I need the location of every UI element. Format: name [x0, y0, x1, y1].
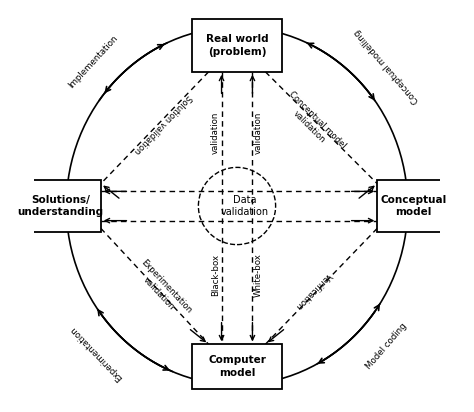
FancyBboxPatch shape — [19, 180, 101, 232]
Text: validation: validation — [211, 112, 220, 154]
Text: Black-box: Black-box — [211, 254, 220, 296]
Text: validation: validation — [254, 112, 263, 154]
Text: Data
validation: Data validation — [221, 195, 269, 217]
Text: Conceptual
model: Conceptual model — [381, 195, 447, 217]
Text: Computer
model: Computer model — [208, 355, 266, 378]
FancyBboxPatch shape — [377, 180, 450, 232]
Text: Conceptual modelling: Conceptual modelling — [352, 27, 420, 105]
Text: Model coding: Model coding — [365, 321, 409, 371]
Text: White-box: White-box — [254, 253, 263, 297]
Text: Solution validation: Solution validation — [132, 92, 193, 155]
Text: Implementation: Implementation — [67, 33, 119, 90]
Text: Solutions/
understanding: Solutions/ understanding — [17, 195, 103, 217]
Text: Real world
(problem): Real world (problem) — [206, 34, 268, 57]
FancyBboxPatch shape — [192, 19, 282, 72]
Text: Experimentation: Experimentation — [68, 324, 124, 382]
FancyBboxPatch shape — [192, 344, 282, 389]
Text: Conceptual model
validation: Conceptual model validation — [279, 90, 347, 158]
Text: Verification: Verification — [293, 270, 333, 311]
Text: Experimentation
validation: Experimentation validation — [132, 258, 194, 323]
